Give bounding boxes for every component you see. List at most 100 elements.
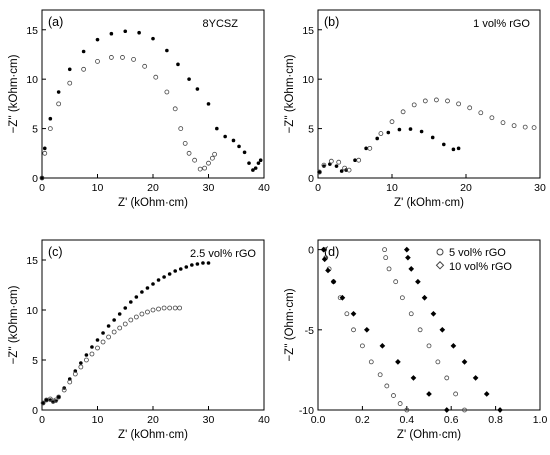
data-point [359, 343, 365, 349]
data-point [451, 147, 456, 152]
panel-d: 0.0 0.2 0.4 0.6 0.8 1.0 -10 -5 0 Z' (Ohm·cm) −Z'' … [284, 239, 547, 441]
data-point [450, 343, 457, 349]
data-point [42, 150, 48, 156]
plot-frame [41, 239, 265, 411]
data-point [404, 407, 410, 413]
data-point [382, 247, 388, 253]
data-point [483, 391, 490, 397]
data-point [391, 393, 396, 398]
data-point [128, 317, 134, 323]
x-tick-label: 10 [92, 414, 104, 426]
plot-frame [317, 239, 541, 411]
x-tick-label: 20 [460, 182, 472, 194]
data-point [453, 391, 459, 397]
data-point [56, 394, 62, 400]
data-point [108, 55, 114, 60]
data-point [330, 278, 337, 285]
legend-marker [436, 248, 444, 256]
data-point [350, 310, 357, 317]
data-point [364, 146, 368, 151]
data-point [317, 169, 322, 175]
data-point [42, 146, 47, 151]
y-tick-label: 15 [26, 255, 38, 267]
data-point [78, 364, 84, 370]
y-axis-label: −Z'' (kOhm·cm) [8, 54, 20, 133]
data-point [461, 359, 468, 365]
panel-c: 0 10 20 30 40 0 5 10 15 Z' (kOhm·cm) −Z'' (kOhm·cm… [8, 239, 270, 441]
data-point [129, 300, 133, 304]
data-point [56, 101, 62, 107]
data-point [430, 135, 435, 140]
data-point [192, 157, 198, 163]
data-point [184, 265, 189, 269]
data-point [140, 290, 144, 294]
panel-annotation: 8YCSZ [203, 18, 239, 30]
data-point [317, 170, 322, 174]
y-axis-label: −Z'' (Ohm·cm) [284, 288, 296, 361]
data-point [101, 331, 105, 335]
data-point [151, 36, 155, 41]
x-tick-label: 10 [92, 182, 104, 194]
data-point [39, 175, 45, 181]
data-point [339, 294, 346, 301]
data-point [150, 307, 156, 313]
data-point [41, 401, 45, 405]
data-point [321, 256, 328, 263]
data-point [84, 353, 89, 357]
data-point [145, 309, 150, 315]
x-tick-label: 0 [39, 182, 45, 194]
data-point [111, 329, 117, 335]
data-point [242, 150, 247, 155]
data-point [195, 262, 200, 266]
data-point [231, 138, 236, 143]
plot-frame [317, 9, 541, 179]
data-point [472, 375, 479, 381]
y-tick-label: -10 [299, 405, 314, 417]
x-tick-label: 0.8 [488, 414, 503, 426]
data-point [106, 324, 111, 328]
data-point [172, 106, 178, 112]
panel-label: (c) [48, 245, 63, 259]
data-point [258, 158, 263, 163]
data-point [209, 155, 215, 161]
data-point [89, 351, 95, 357]
data-point [399, 295, 405, 301]
data-point [497, 407, 503, 413]
y-tick-label: 5 [308, 124, 314, 136]
x-tick-label: 0.6 [444, 414, 459, 426]
data-point [410, 375, 417, 381]
data-point [403, 246, 410, 253]
x-tick-label: 0.4 [399, 414, 414, 426]
data-point [145, 286, 150, 290]
data-point [405, 254, 411, 261]
series-2 [320, 246, 503, 413]
data-point [177, 305, 183, 311]
data-point [397, 401, 403, 406]
data-point [134, 295, 139, 299]
data-point [151, 282, 155, 286]
x-tick-label: 30 [203, 414, 215, 426]
x-tick-label: 40 [258, 414, 270, 426]
data-point [531, 125, 537, 130]
data-point [378, 131, 384, 136]
data-point [417, 327, 423, 333]
data-point [334, 164, 339, 168]
y-axis-label: −Z'' (kOhm·cm) [8, 285, 20, 364]
data-point [384, 383, 390, 389]
data-point [197, 166, 203, 172]
legend-marker [435, 261, 445, 270]
data-point [120, 55, 125, 60]
data-point [167, 272, 172, 276]
x-axis-label: Z' (kOhm·cm) [118, 429, 188, 441]
data-point [90, 345, 94, 349]
data-point [142, 63, 148, 69]
data-point [253, 166, 258, 170]
data-point [40, 400, 46, 406]
data-point [112, 318, 116, 322]
data-point [117, 312, 122, 316]
data-point [95, 338, 100, 342]
data-point [247, 161, 251, 165]
data-point [156, 278, 161, 282]
data-point [467, 105, 473, 111]
data-point [178, 126, 184, 131]
